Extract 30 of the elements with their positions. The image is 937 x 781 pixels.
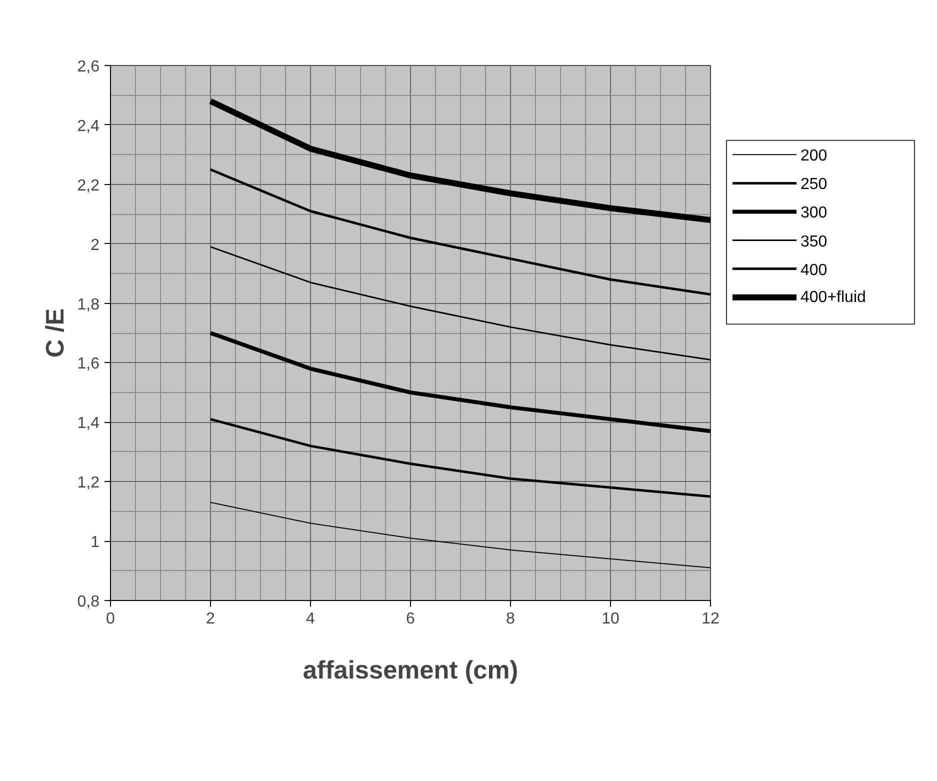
y-tick-label: 1,6: [77, 356, 100, 373]
x-tick-label: 4: [306, 610, 316, 628]
line-series: [208, 331, 710, 434]
x-tick-label: 0: [106, 610, 116, 628]
y-tick-label: 1,4: [77, 415, 100, 432]
line-series: [210, 502, 710, 568]
line-series: [209, 168, 710, 296]
y-tick-label: 2,2: [77, 177, 100, 194]
x-tick-label: 6: [406, 610, 416, 628]
y-tick-label: 1,8: [77, 296, 100, 314]
x-axis-title: affaissement (cm): [302, 656, 518, 684]
legend-label: 350: [800, 233, 828, 250]
legend-label: 400: [800, 262, 828, 279]
x-tick-label: 10: [602, 610, 620, 628]
line-series: [210, 246, 710, 360]
legend-label: 200: [800, 148, 828, 165]
x-tick-label: 8: [506, 610, 516, 628]
legend-label: 300: [800, 204, 828, 222]
y-tick-label: 2,4: [77, 118, 100, 135]
y-tick-label: 2,6: [77, 58, 100, 76]
y-tick-label: 0,8: [77, 594, 100, 610]
line-series: [209, 418, 710, 498]
y-tick-label: 1,2: [77, 474, 100, 492]
x-tick-label: 2: [206, 610, 216, 628]
y-tick-label: 2: [90, 236, 100, 254]
legend-label: 250: [800, 176, 828, 194]
x-tick-label: 12: [702, 610, 720, 628]
y-tick-label: 1: [90, 534, 100, 552]
y-axis-title: C /E: [41, 308, 70, 358]
legend-label: 400+fluid: [800, 288, 866, 306]
